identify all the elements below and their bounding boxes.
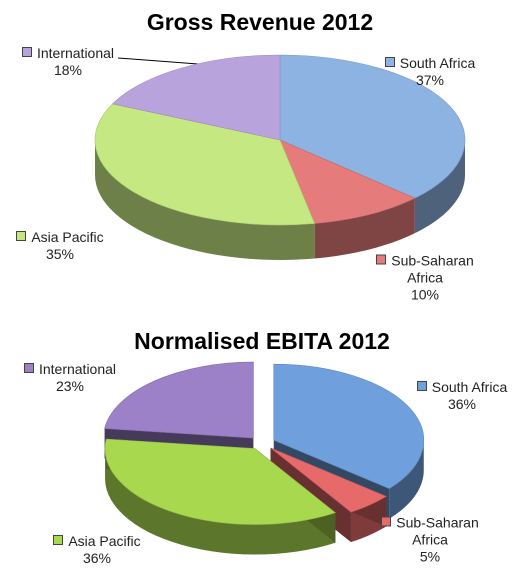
value-label: 35% [45, 246, 75, 262]
slice [279, 139, 416, 224]
slice [94, 103, 316, 226]
category-label: International [36, 45, 115, 61]
value-label: 5% [419, 548, 441, 565]
chart-title: Normalised EBITA 2012 [134, 328, 390, 354]
value-label: 23% [55, 378, 85, 394]
category-label: South Africa [399, 55, 476, 71]
slice [273, 363, 425, 489]
value-label: 36% [447, 396, 477, 412]
chart-title: Gross Revenue 2012 [147, 9, 373, 35]
slice-side [105, 448, 336, 555]
category-label: Asia Pacific [68, 533, 141, 549]
legend-swatch [381, 516, 392, 527]
slice-label: Asia Pacific 36% [32, 533, 162, 567]
slice [270, 447, 387, 513]
category-label: International [38, 361, 117, 377]
legend-swatch [376, 254, 387, 265]
leader-line [117, 57, 199, 65]
slice-side [414, 140, 465, 234]
slice-side [95, 140, 315, 260]
slice [104, 361, 254, 439]
slice-label: Asia Pacific 35% [0, 229, 125, 263]
slice [104, 438, 337, 525]
legend-swatch [416, 381, 427, 391]
value-label: 36% [82, 550, 112, 566]
slice-label: Sub-Saharan Africa 5% [365, 515, 495, 566]
value-label: 10% [410, 286, 440, 303]
category-label: South Africa [431, 379, 508, 395]
legend-swatch [23, 363, 34, 373]
slice [279, 54, 466, 199]
slice-label: International 23% [5, 361, 135, 395]
legend-swatch [384, 57, 395, 67]
slice-label: South Africa 37% [365, 55, 495, 89]
category-label: Asia Pacific [31, 229, 104, 245]
slice-label: International 18% [3, 45, 133, 79]
slice-label: South Africa 36% [397, 379, 519, 413]
value-label: 18% [53, 62, 83, 78]
category-label: Sub-Saharan Africa [396, 514, 479, 548]
value-label: 37% [415, 72, 445, 88]
slice-side [314, 198, 415, 259]
category-label: Sub-Saharan Africa [391, 252, 474, 286]
legend-swatch [21, 47, 32, 57]
legend-swatch [16, 231, 27, 241]
slice-side [389, 440, 424, 519]
slice [111, 54, 281, 141]
slice-label: Sub-Saharan Africa 10% [360, 253, 490, 304]
legend-swatch [53, 535, 64, 545]
